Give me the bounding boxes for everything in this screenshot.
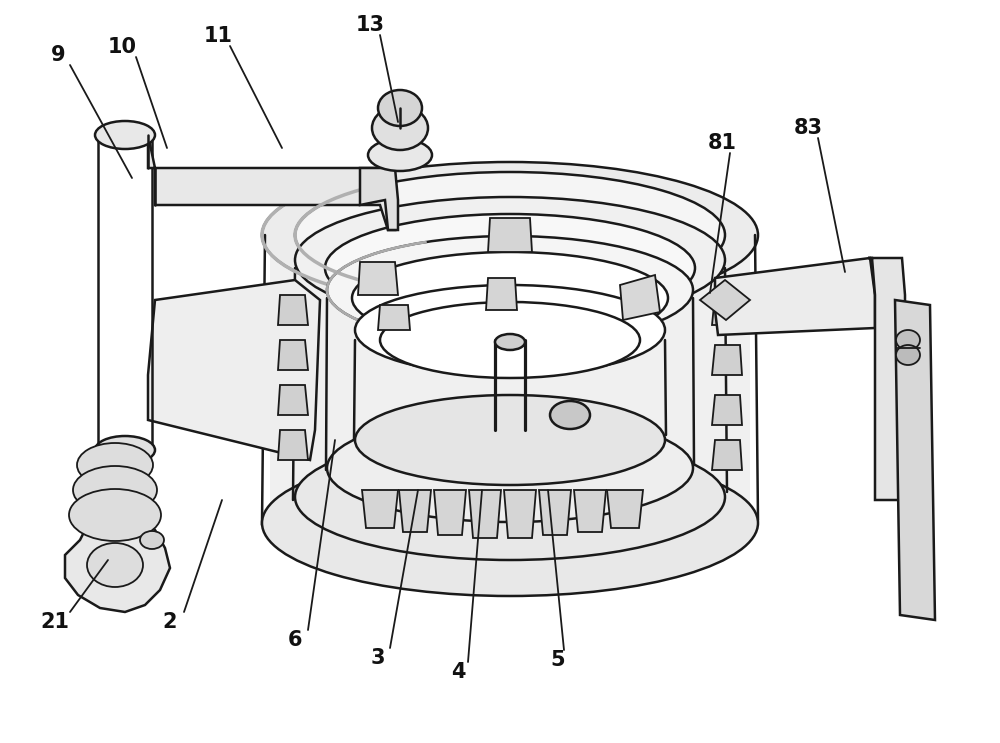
Ellipse shape	[73, 466, 157, 514]
Text: 11: 11	[204, 26, 232, 46]
Polygon shape	[469, 490, 501, 538]
Text: 83: 83	[794, 118, 822, 138]
Polygon shape	[712, 295, 742, 325]
Polygon shape	[358, 262, 398, 295]
Polygon shape	[278, 385, 308, 415]
Text: 10: 10	[108, 37, 136, 57]
Polygon shape	[715, 258, 875, 335]
Polygon shape	[712, 395, 742, 425]
Ellipse shape	[325, 214, 695, 322]
Ellipse shape	[140, 531, 164, 549]
Polygon shape	[868, 258, 905, 500]
Polygon shape	[607, 490, 643, 528]
Text: 6: 6	[288, 630, 302, 650]
Polygon shape	[65, 510, 170, 612]
Ellipse shape	[69, 489, 161, 541]
Polygon shape	[399, 490, 431, 532]
Polygon shape	[712, 440, 742, 470]
Polygon shape	[270, 245, 750, 530]
Ellipse shape	[295, 172, 725, 298]
Text: 81: 81	[708, 133, 736, 153]
Ellipse shape	[327, 414, 693, 522]
Ellipse shape	[327, 236, 693, 344]
Polygon shape	[895, 300, 935, 620]
Text: 13: 13	[356, 15, 384, 35]
Polygon shape	[620, 275, 660, 320]
Text: 4: 4	[451, 662, 465, 682]
Ellipse shape	[262, 162, 758, 308]
Text: 9: 9	[51, 45, 65, 65]
Ellipse shape	[372, 106, 428, 150]
Ellipse shape	[87, 543, 143, 587]
Ellipse shape	[550, 401, 590, 429]
Ellipse shape	[355, 395, 665, 485]
Ellipse shape	[355, 285, 665, 375]
Ellipse shape	[262, 450, 758, 596]
Ellipse shape	[380, 302, 640, 378]
Polygon shape	[378, 305, 410, 330]
Ellipse shape	[896, 330, 920, 350]
Polygon shape	[486, 278, 517, 310]
Polygon shape	[434, 490, 466, 535]
Polygon shape	[700, 280, 750, 320]
Ellipse shape	[352, 252, 668, 344]
Ellipse shape	[95, 436, 155, 464]
Polygon shape	[278, 295, 308, 325]
Text: 2: 2	[163, 612, 177, 632]
Text: 21: 21	[40, 612, 70, 632]
Ellipse shape	[77, 443, 153, 487]
Ellipse shape	[368, 139, 432, 171]
Ellipse shape	[495, 334, 525, 350]
Polygon shape	[360, 168, 398, 230]
Polygon shape	[362, 490, 398, 528]
Text: 3: 3	[371, 648, 385, 668]
Polygon shape	[539, 490, 571, 535]
Polygon shape	[574, 490, 606, 532]
Polygon shape	[278, 340, 308, 370]
Polygon shape	[712, 345, 742, 375]
Polygon shape	[278, 430, 308, 460]
Polygon shape	[148, 135, 395, 230]
Ellipse shape	[896, 345, 920, 365]
Ellipse shape	[295, 197, 725, 323]
Polygon shape	[504, 490, 536, 538]
Ellipse shape	[378, 90, 422, 126]
Polygon shape	[148, 280, 320, 460]
Text: 5: 5	[551, 650, 565, 670]
Ellipse shape	[295, 434, 725, 560]
Polygon shape	[488, 218, 532, 252]
Ellipse shape	[95, 121, 155, 149]
